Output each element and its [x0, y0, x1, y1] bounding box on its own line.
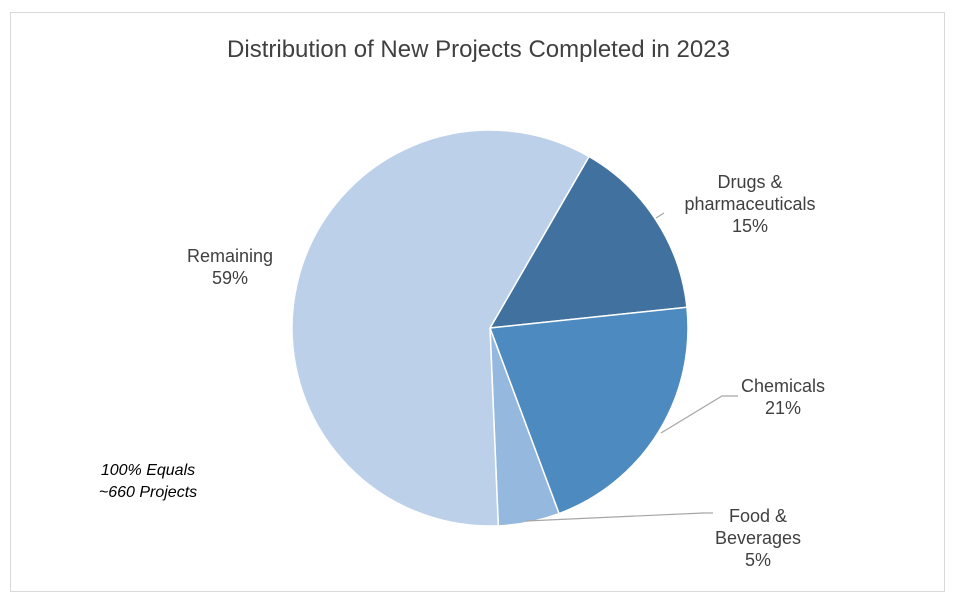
chart-title: Distribution of New Projects Completed i…	[227, 36, 730, 63]
leader-lines	[525, 212, 738, 522]
slice-category-label: Drugs &	[717, 172, 782, 192]
slice-label-3: Remaining 59%	[187, 246, 273, 288]
leader-line-1	[660, 395, 738, 434]
slice-value-label: 15%	[732, 216, 768, 236]
slice-value-label: 59%	[212, 268, 248, 288]
pie-slice-3	[291, 129, 591, 527]
slice-value-label: 21%	[765, 398, 801, 418]
slice-category-label: Beverages	[715, 528, 801, 548]
total-note-line-1: 100% Equals	[100, 462, 196, 479]
slice-value-label: 5%	[745, 550, 771, 570]
total-note: 100% Equals ~660 Projects	[58, 460, 238, 504]
slice-label-0: Drugs & pharmaceuticals 15%	[684, 172, 815, 236]
pie-slice-1	[488, 306, 689, 515]
slice-category-label: Food &	[729, 506, 787, 526]
total-note-line-2: ~660 Projects	[98, 484, 198, 501]
slice-category-label: Remaining	[187, 246, 273, 266]
slice-category-label: Chemicals	[741, 376, 825, 396]
pie-slices	[291, 129, 689, 527]
slice-category-label: pharmaceuticals	[684, 194, 815, 214]
slice-label-2: Food & Beverages 5%	[715, 506, 801, 570]
slice-label-1: Chemicals 21%	[741, 376, 825, 418]
leader-line-0	[655, 212, 665, 219]
leader-line-2	[525, 512, 713, 522]
pie-slice-0	[488, 155, 688, 329]
slice-labels: Drugs & pharmaceuticals 15% Chemicals 21% Foo…	[187, 172, 825, 570]
